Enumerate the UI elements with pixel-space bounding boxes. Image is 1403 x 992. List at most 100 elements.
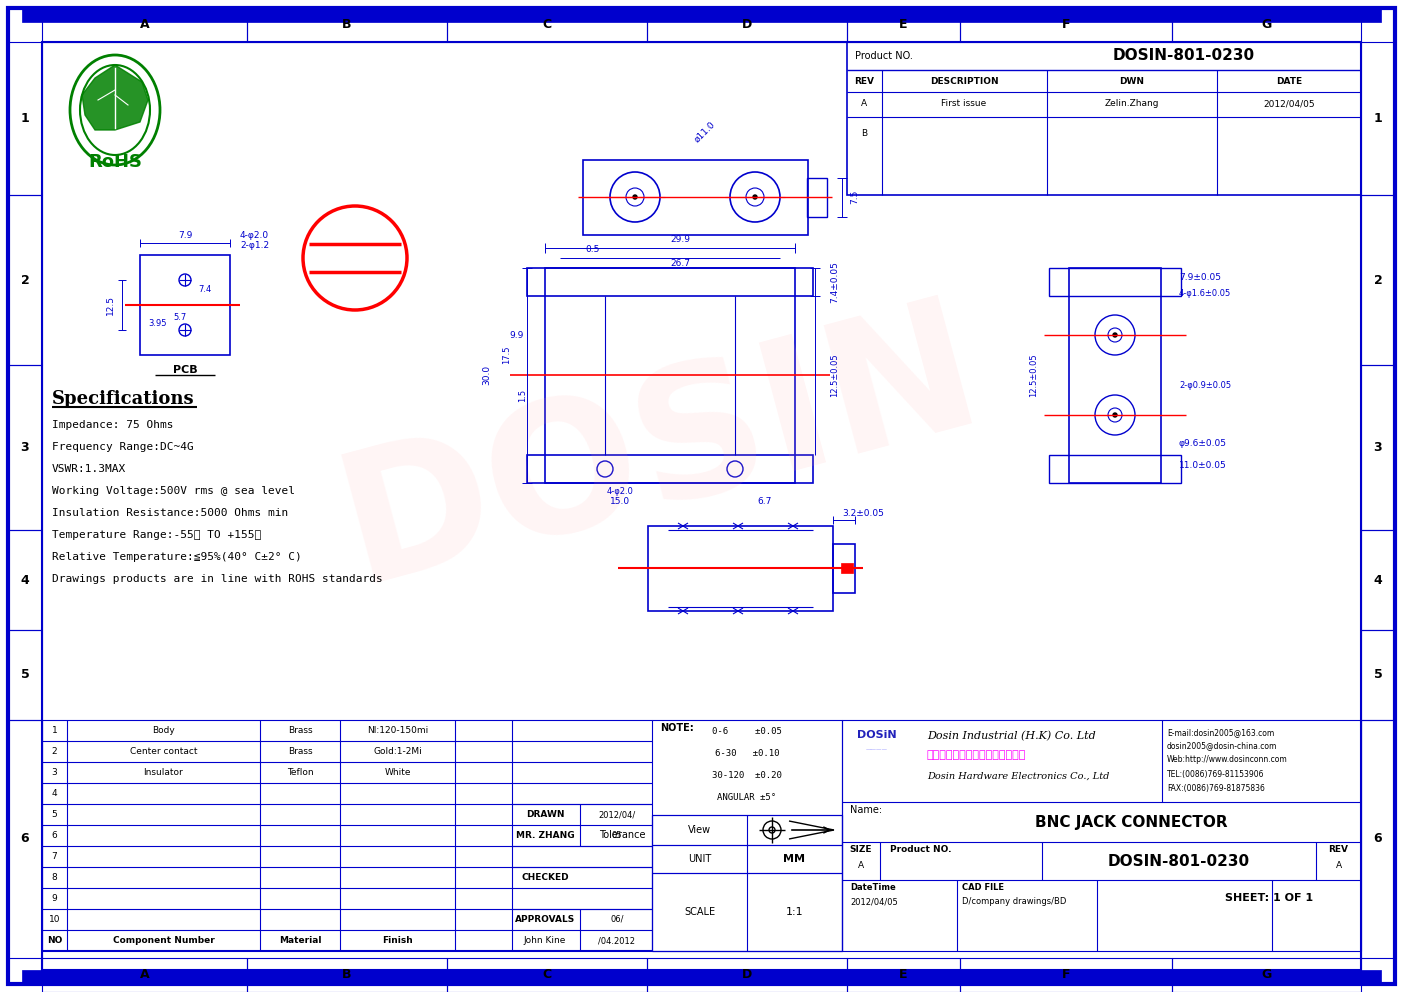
Text: PCB: PCB — [173, 365, 198, 375]
Text: 4: 4 — [52, 789, 58, 798]
Text: F: F — [1062, 968, 1070, 981]
Text: A: A — [859, 861, 864, 871]
Bar — [8, 195, 42, 365]
Text: Product NO.: Product NO. — [854, 51, 913, 61]
Text: CHECKED: CHECKED — [521, 873, 568, 882]
Text: B: B — [861, 130, 867, 139]
Text: CAD FILE: CAD FILE — [962, 884, 1005, 893]
Text: 7.9±0.05: 7.9±0.05 — [1179, 274, 1221, 283]
Text: 26.7: 26.7 — [671, 259, 690, 268]
Text: B: B — [342, 968, 352, 981]
Bar — [448, 958, 647, 992]
Text: DateTime: DateTime — [850, 884, 895, 893]
Bar — [22, 8, 1381, 22]
Text: 6.7: 6.7 — [758, 497, 772, 506]
Circle shape — [753, 195, 758, 199]
Text: A: A — [1336, 861, 1341, 871]
Text: F: F — [1062, 19, 1070, 32]
Text: DOSIN: DOSIN — [323, 281, 998, 619]
Text: 2012/04/05: 2012/04/05 — [1263, 99, 1315, 108]
Bar — [544, 268, 796, 483]
Text: 4-φ2.0: 4-φ2.0 — [240, 230, 269, 239]
Text: 7.4±0.05: 7.4±0.05 — [831, 261, 839, 303]
Bar — [652, 720, 842, 951]
Text: 9: 9 — [52, 894, 58, 903]
Text: 7.5: 7.5 — [850, 189, 860, 204]
Text: 7.9: 7.9 — [178, 230, 192, 239]
Text: D: D — [742, 968, 752, 981]
Text: Insulator: Insulator — [143, 768, 184, 777]
Bar — [847, 8, 960, 42]
Text: 4: 4 — [21, 573, 29, 586]
Text: 6: 6 — [1374, 832, 1382, 845]
Text: 30.0: 30.0 — [483, 365, 491, 385]
Circle shape — [1113, 413, 1117, 417]
Text: 1: 1 — [1374, 112, 1382, 125]
Text: 6-30   ±0.10: 6-30 ±0.10 — [714, 750, 779, 759]
Text: 5: 5 — [21, 669, 29, 682]
Text: DOSIN-801-0230: DOSIN-801-0230 — [1113, 49, 1256, 63]
Text: 4-φ1.6±0.05: 4-φ1.6±0.05 — [1179, 290, 1232, 299]
Text: 0.5: 0.5 — [586, 244, 600, 254]
Text: Web:http://www.dosinconn.com: Web:http://www.dosinconn.com — [1167, 756, 1288, 765]
Text: UNIT: UNIT — [687, 854, 711, 864]
Text: Product NO.: Product NO. — [890, 845, 951, 854]
Text: G: G — [1261, 968, 1271, 981]
Text: 8: 8 — [52, 873, 58, 882]
Text: 15.0: 15.0 — [610, 497, 630, 506]
Bar — [1069, 268, 1162, 483]
Bar — [1049, 268, 1181, 296]
Text: 12.5±0.05: 12.5±0.05 — [1030, 353, 1038, 397]
Text: SHEET: 1 OF 1: SHEET: 1 OF 1 — [1225, 893, 1313, 903]
Text: 5: 5 — [1374, 669, 1382, 682]
Text: 2: 2 — [21, 274, 29, 287]
Bar — [1172, 8, 1361, 42]
Bar — [528, 455, 812, 483]
Text: 11.0±0.05: 11.0±0.05 — [1179, 460, 1226, 469]
Text: 30-120  ±0.20: 30-120 ±0.20 — [713, 772, 781, 781]
Bar — [842, 720, 1361, 951]
Bar — [1361, 720, 1395, 958]
Bar — [8, 530, 42, 630]
Bar — [647, 8, 847, 42]
Circle shape — [1113, 333, 1117, 337]
Text: Brass: Brass — [288, 747, 313, 756]
Text: John Kine: John Kine — [523, 936, 567, 945]
Text: White: White — [384, 768, 411, 777]
Text: SCALE: SCALE — [683, 907, 716, 917]
Bar — [247, 8, 448, 42]
Text: 12.5±0.05: 12.5±0.05 — [831, 353, 839, 397]
Text: DOSiN: DOSiN — [857, 730, 897, 740]
Text: Component Number: Component Number — [112, 936, 215, 945]
Text: 3.2±0.05: 3.2±0.05 — [842, 510, 884, 519]
Text: 东莞市德豚五金电子制品有限公司: 东莞市德豚五金电子制品有限公司 — [927, 750, 1027, 760]
Text: A: A — [861, 99, 867, 108]
Text: 7: 7 — [52, 852, 58, 861]
Bar — [42, 958, 247, 992]
Text: 2-φ1.2: 2-φ1.2 — [240, 241, 269, 251]
Text: NO: NO — [46, 936, 62, 945]
Circle shape — [633, 195, 637, 199]
Bar — [8, 42, 42, 195]
Text: 7.4: 7.4 — [198, 286, 212, 295]
Text: 2: 2 — [1374, 274, 1382, 287]
Bar — [247, 958, 448, 992]
Bar — [647, 958, 847, 992]
Text: Working Voltage:500V rms @ sea level: Working Voltage:500V rms @ sea level — [52, 486, 295, 496]
Text: 1: 1 — [52, 726, 58, 735]
Bar — [528, 268, 812, 296]
Text: 2012/04/05: 2012/04/05 — [850, 898, 898, 907]
Text: Tolerance: Tolerance — [599, 830, 645, 840]
Text: REV: REV — [854, 76, 874, 85]
Text: Finish: Finish — [382, 936, 412, 945]
Text: ————: ———— — [866, 748, 888, 753]
Text: NI:120-150mi: NI:120-150mi — [366, 726, 428, 735]
Text: E-mail:dosin2005@163.com: E-mail:dosin2005@163.com — [1167, 728, 1274, 737]
Text: 0-6     ±0.05: 0-6 ±0.05 — [713, 727, 781, 736]
Text: A: A — [140, 968, 149, 981]
Bar — [140, 255, 230, 355]
Text: Dosin Hardware Electronics Co., Ltd: Dosin Hardware Electronics Co., Ltd — [927, 772, 1110, 781]
Bar — [652, 815, 842, 951]
Text: B: B — [342, 19, 352, 32]
Bar — [960, 958, 1172, 992]
